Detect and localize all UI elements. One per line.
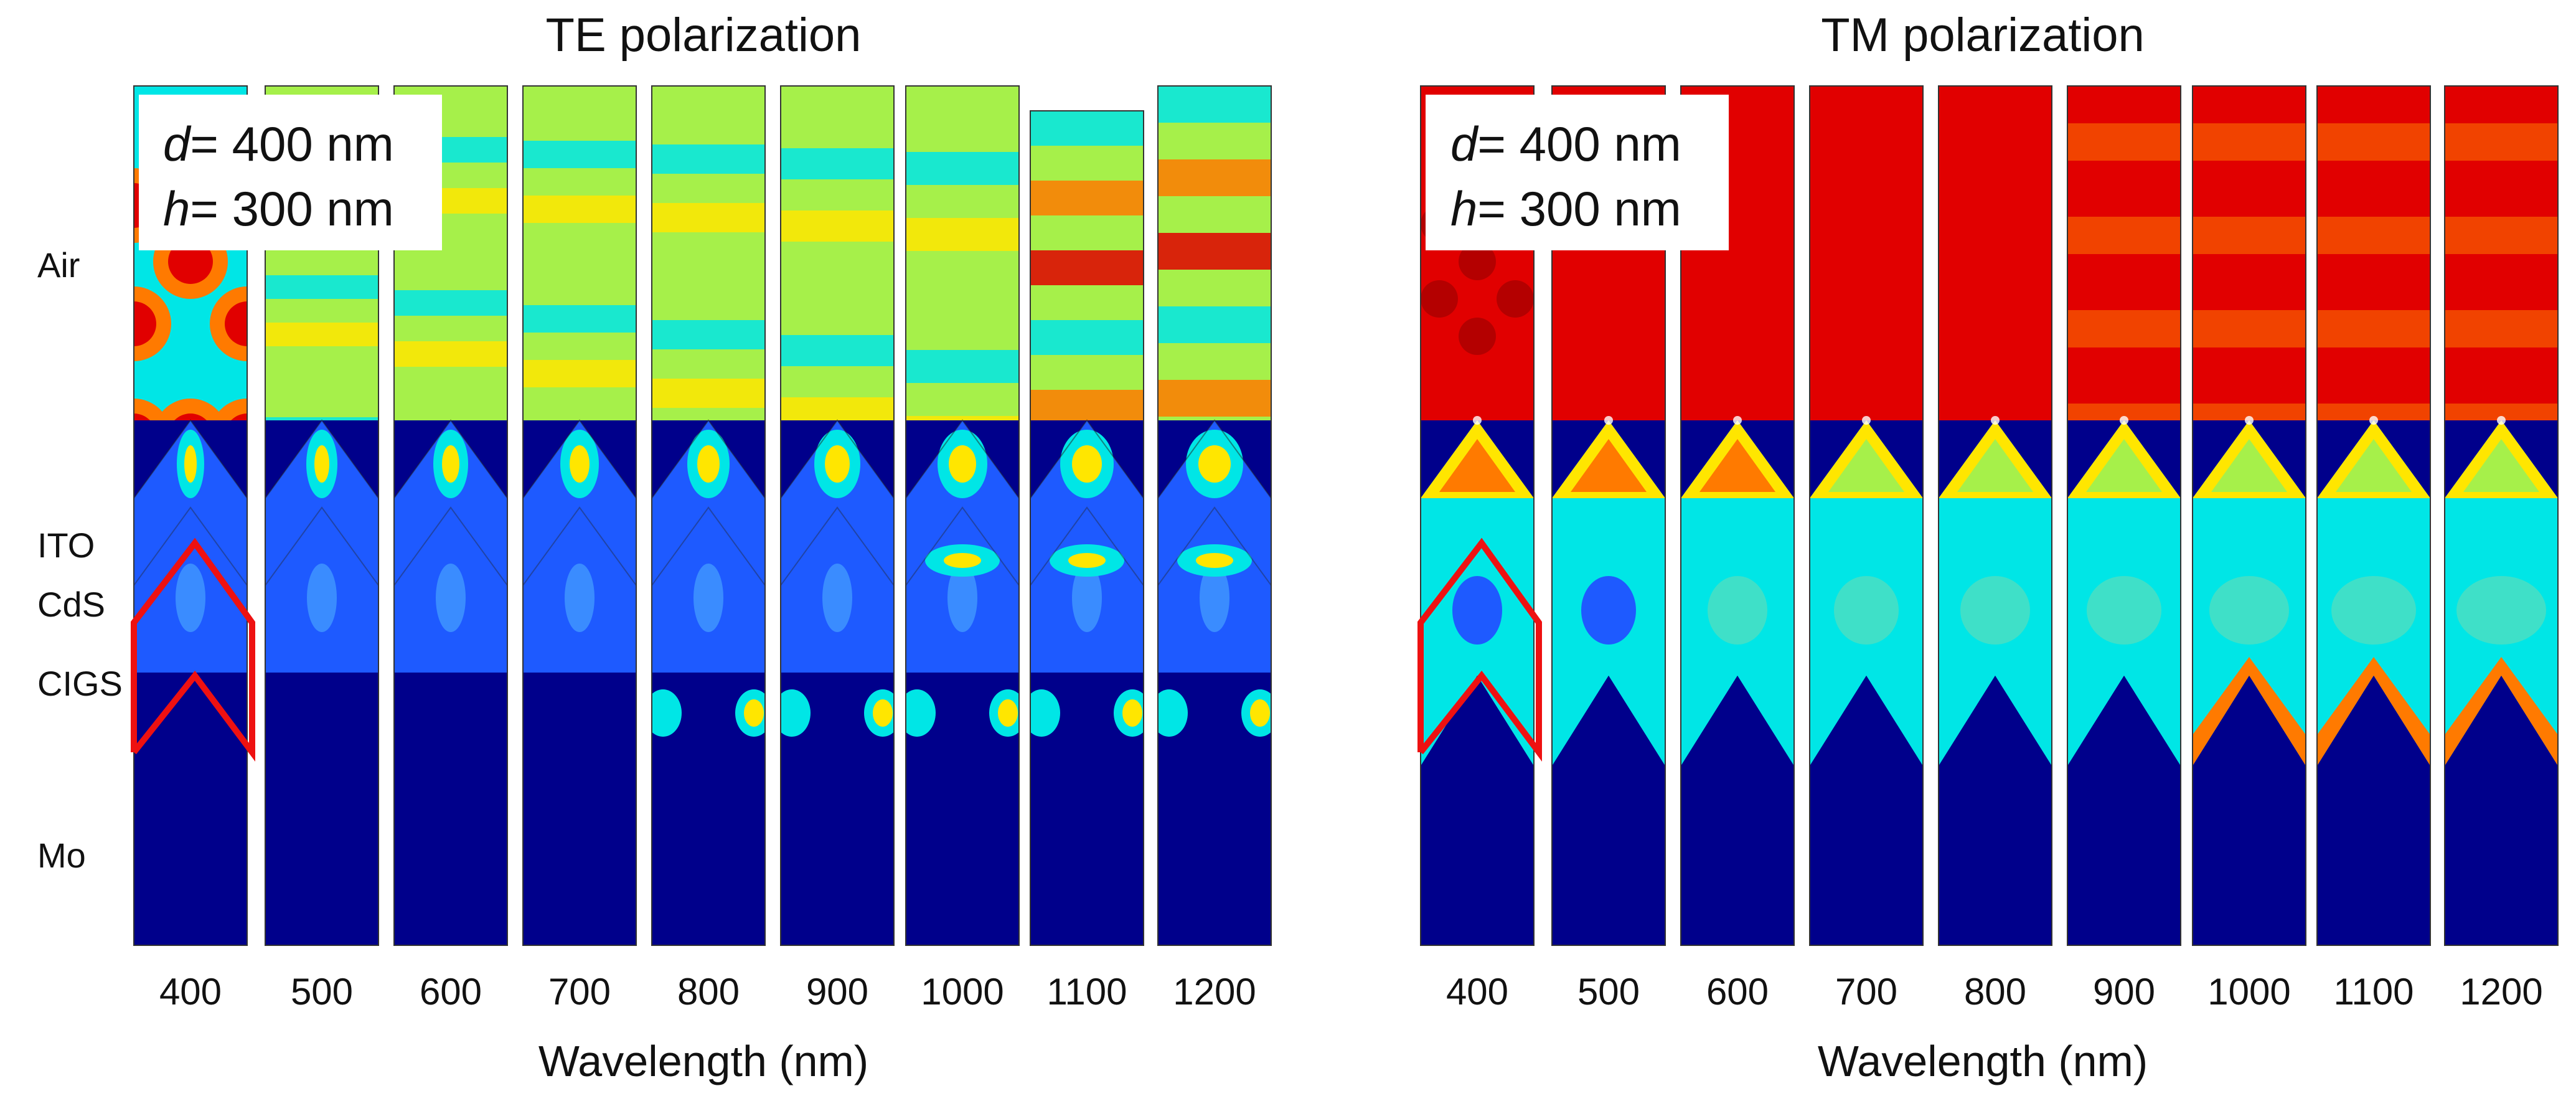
- te-field-map-700: [523, 86, 636, 945]
- te-param-h-value: = 300 nm: [190, 181, 393, 236]
- te-panel-title: TE polarization: [546, 9, 862, 62]
- tm-tick-label: 900: [2093, 971, 2155, 1013]
- tm-panel-title: TM polarization: [1821, 9, 2145, 62]
- te-wavelength-ticks: 400 500 600 700 800 900 1000 1100 1200: [159, 971, 1256, 1013]
- te-field-map-1100: [1030, 111, 1144, 945]
- tm-xlabel: Wavelength (nm): [1818, 1037, 2148, 1085]
- tm-tick-label: 400: [1446, 971, 1508, 1013]
- layer-label-cigs: CIGS: [37, 664, 123, 703]
- tm-tick-label: 1200: [2460, 971, 2542, 1013]
- tm-wavelength-ticks: 400 500 600 700 800 900 1000 1100 1200: [1446, 971, 2543, 1013]
- tm-param-d-symbol: d: [1450, 116, 1479, 171]
- te-tick-label: 600: [420, 971, 482, 1013]
- te-param-h-symbol: h: [163, 181, 190, 236]
- layer-label-cds: CdS: [37, 585, 105, 624]
- te-param-d-symbol: d: [163, 116, 192, 171]
- te-xlabel: Wavelength (nm): [538, 1037, 868, 1085]
- te-param-h: h= 300 nm: [163, 181, 394, 236]
- tm-field-map-600: [1681, 86, 1794, 945]
- tm-tick-label: 600: [1706, 971, 1769, 1013]
- te-tick-label: 900: [806, 971, 868, 1013]
- te-field-map-1000: [906, 86, 1019, 945]
- layer-label-mo: Mo: [37, 836, 86, 875]
- te-param-d: d= 400 nm: [163, 116, 394, 171]
- layer-label-air: Air: [37, 245, 80, 285]
- te-tick-label: 1100: [1046, 971, 1127, 1013]
- te-tick-label: 1000: [921, 971, 1004, 1013]
- tm-param-d-value: = 400 nm: [1477, 116, 1681, 171]
- tm-param-h-value: = 300 nm: [1477, 181, 1681, 236]
- tm-tick-label: 700: [1835, 971, 1897, 1013]
- tm-param-h: h= 300 nm: [1450, 181, 1681, 236]
- te-tick-label: 400: [159, 971, 222, 1013]
- te-field-map-1200: [1158, 86, 1271, 945]
- te-field-maps: [133, 85, 1272, 946]
- tm-tick-label: 500: [1577, 971, 1640, 1013]
- tm-tick-label: 1100: [2333, 971, 2414, 1013]
- tm-field-map-1100: [2317, 86, 2430, 945]
- tm-field-map-1000: [2193, 86, 2306, 945]
- te-param-d-value: = 400 nm: [190, 116, 393, 171]
- te-tick-label: 500: [291, 971, 353, 1013]
- tm-tick-label: 800: [1964, 971, 2026, 1013]
- tm-param-d: d= 400 nm: [1450, 116, 1681, 171]
- layer-label-ito: ITO: [37, 526, 95, 565]
- tm-parameter-box: d= 400 nm h= 300 nm: [1426, 95, 1729, 250]
- tm-field-map-800: [1939, 86, 2052, 945]
- tm-field-map-700: [1810, 86, 1923, 945]
- te-field-map-900: [781, 86, 894, 945]
- tm-param-h-symbol: h: [1450, 181, 1477, 236]
- tm-field-map-1200: [2445, 86, 2558, 945]
- te-tick-label: 800: [677, 971, 740, 1013]
- tm-field-map-900: [2067, 86, 2181, 945]
- tm-unit-cell-outline: [1417, 537, 1542, 762]
- tm-tick-label: 1000: [2207, 971, 2290, 1013]
- te-unit-cell-outline: [131, 537, 255, 762]
- te-parameter-box: d= 400 nm h= 300 nm: [139, 95, 442, 250]
- te-tick-label: 700: [548, 971, 611, 1013]
- te-tick-label: 1200: [1173, 971, 1256, 1013]
- tm-field-map-500: [1552, 86, 1665, 945]
- te-field-map-800: [652, 86, 765, 945]
